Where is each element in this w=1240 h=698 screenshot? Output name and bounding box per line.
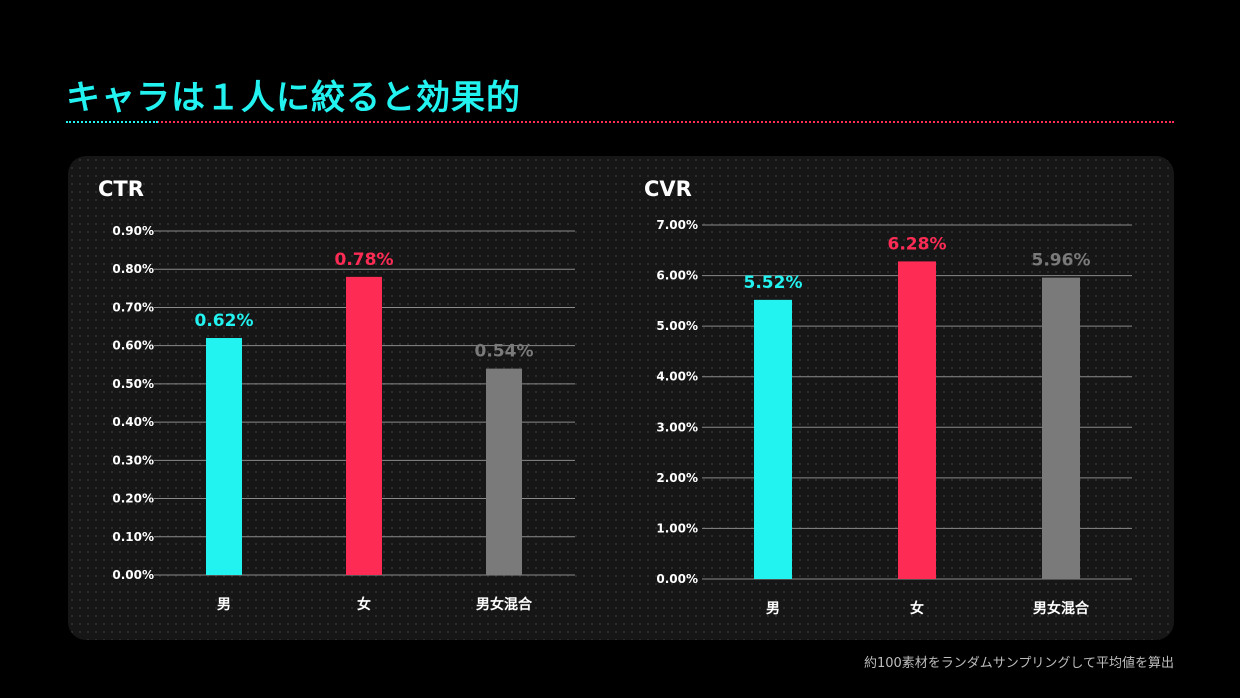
ctr-y-tick-label: 0.60% xyxy=(112,339,154,353)
title-divider xyxy=(66,121,1174,123)
cvr-bar-1 xyxy=(754,299,792,579)
ctr-chart: CTR 0.00% 0.10% 0.20% 0.30% 0.40% 0.50% 0.60% 0.… xyxy=(98,177,575,613)
footnote: 約100素材をランダムサンプリングして平均値を算出 xyxy=(863,656,1174,671)
ctr-x-tick-label: 男 xyxy=(217,597,231,613)
cvr-y-tick-label: 3.00% xyxy=(656,420,698,434)
cvr-chart-title: CVR xyxy=(644,177,692,201)
ctr-y-tick-label: 0.20% xyxy=(112,492,154,506)
ctr-y-tick-label: 0.90% xyxy=(112,224,154,238)
ctr-y-tick-label: 0.50% xyxy=(112,377,154,391)
ctr-bar-1 xyxy=(206,338,242,575)
cvr-data-label: 5.96% xyxy=(1032,251,1091,271)
cvr-x-tick-label: 男 xyxy=(766,601,780,617)
cvr-y-tick-label: 6.00% xyxy=(656,269,698,283)
ctr-y-tick-label: 0.40% xyxy=(112,415,154,429)
cvr-y-tick-label: 1.00% xyxy=(656,521,698,535)
cvr-y-tick-label: 7.00% xyxy=(656,218,698,232)
ctr-y-tick-label: 0.80% xyxy=(112,262,154,276)
cvr-chart: CVR 0.00% 1.00% 2.00% 3.00% 4.00% 5.00% 6.00% 7.… xyxy=(644,177,1132,617)
ctr-chart-title: CTR xyxy=(98,177,144,201)
cvr-y-tick-label: 0.00% xyxy=(656,572,698,586)
ctr-y-tick-label: 0.00% xyxy=(112,568,154,582)
page-title: キャラは１人に絞ると効果的 xyxy=(66,78,521,118)
cvr-bar-3 xyxy=(1042,277,1080,579)
charts-panel: CTR 0.00% 0.10% 0.20% 0.30% 0.40% 0.50% 0.60% 0.… xyxy=(68,156,1174,640)
ctr-bar-2 xyxy=(346,276,382,575)
cvr-x-tick-label: 女 xyxy=(910,600,924,617)
ctr-x-tick-label: 女 xyxy=(357,596,371,613)
ctr-data-label: 0.78% xyxy=(335,250,394,270)
ctr-y-tick-label: 0.70% xyxy=(112,300,154,314)
cvr-data-label: 6.28% xyxy=(888,234,947,254)
cvr-y-tick-label: 2.00% xyxy=(656,471,698,485)
ctr-y-tick-label: 0.10% xyxy=(112,530,154,544)
cvr-data-label: 5.52% xyxy=(744,273,803,293)
cvr-y-tick-label: 5.00% xyxy=(656,319,698,333)
ctr-y-tick-label: 0.30% xyxy=(112,453,154,467)
ctr-data-label: 0.54% xyxy=(475,342,534,362)
ctr-x-tick-label: 男女混合 xyxy=(476,596,533,613)
cvr-bar-2 xyxy=(898,261,936,579)
ctr-bar-3 xyxy=(486,368,522,575)
cvr-x-tick-label: 男女混合 xyxy=(1033,600,1090,617)
ctr-data-label: 0.62% xyxy=(195,311,254,331)
title-divider-accent xyxy=(66,121,158,123)
cvr-y-tick-label: 4.00% xyxy=(656,370,698,384)
